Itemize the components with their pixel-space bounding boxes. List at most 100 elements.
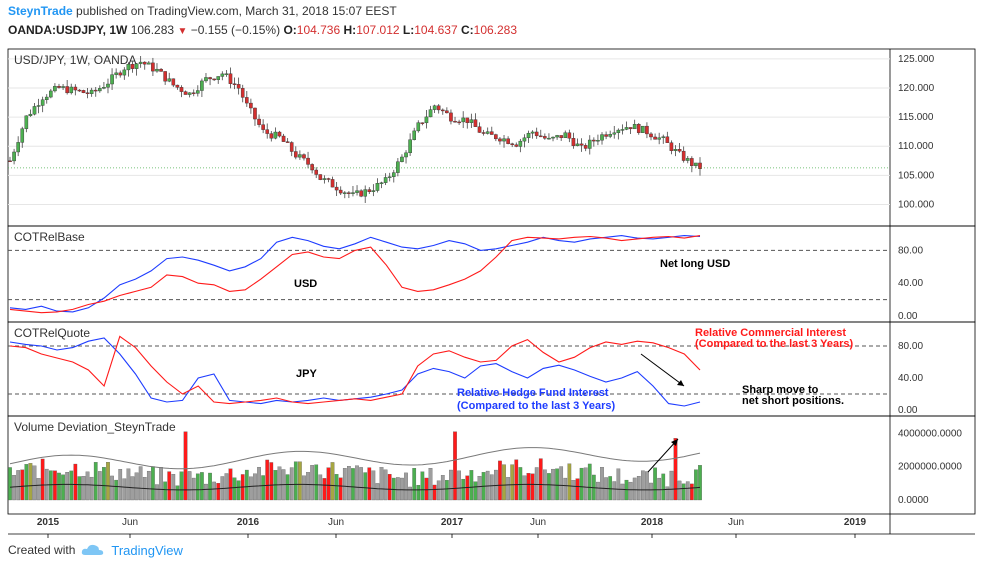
candle-up xyxy=(134,63,139,69)
candle-down xyxy=(212,78,216,81)
candle-down xyxy=(367,189,372,192)
price-tick-label: 110.000 xyxy=(898,141,934,152)
candle-down xyxy=(130,63,135,69)
candle-up xyxy=(563,132,568,139)
candle-up xyxy=(69,86,74,94)
candle-down xyxy=(489,131,494,135)
candle-down xyxy=(142,61,147,65)
candle-down xyxy=(494,134,498,140)
candle-up xyxy=(424,116,429,124)
candle-up xyxy=(673,149,678,151)
candle-down xyxy=(506,138,510,144)
volume-bar xyxy=(445,480,449,501)
candle-up xyxy=(342,192,347,194)
red-series-line xyxy=(9,335,701,405)
tradingview-brand[interactable]: TradingView xyxy=(111,542,183,558)
volume-bar xyxy=(383,469,388,501)
volume-bar xyxy=(200,472,204,501)
candle-up xyxy=(608,134,612,137)
candle-down xyxy=(681,150,686,161)
chart-header: SteynTrade published on TradingView.com,… xyxy=(0,0,981,44)
candle-down xyxy=(698,162,702,169)
candle-down xyxy=(636,124,641,133)
chart-canvas[interactable]: 125.000 120.000 115.000 110.000 105.000 100.0… xyxy=(0,44,981,538)
volume-bar xyxy=(469,470,474,501)
volume-bar xyxy=(587,463,592,501)
candle-down xyxy=(318,174,323,180)
candle-down xyxy=(151,62,155,72)
volume-bar xyxy=(681,483,686,501)
candle-down xyxy=(208,77,212,80)
volume-bar xyxy=(102,467,106,501)
volume-bar xyxy=(694,469,698,501)
volume-bar xyxy=(575,478,580,501)
volume-bar xyxy=(498,460,502,501)
main-pane-title: USD/JPY, 1W, OANDA xyxy=(14,53,136,67)
candle-up xyxy=(351,192,355,194)
published-text: published on TradingView.com, March 31, … xyxy=(76,4,397,18)
candle-down xyxy=(579,143,584,146)
commercial-interest-sub: (Compared to the last 3 Years) xyxy=(695,338,853,350)
last-price: 106.283 xyxy=(130,23,175,37)
candle-up xyxy=(24,115,29,129)
down-arrow-icon: ▼ xyxy=(177,26,188,37)
volume-bar xyxy=(640,470,645,501)
volume-bar xyxy=(453,431,457,501)
volume-bar xyxy=(285,474,290,501)
author-link[interactable]: SteynTrade xyxy=(8,4,73,18)
sharp-move-arrow xyxy=(640,353,685,387)
volume-bar xyxy=(502,464,506,501)
candle-down xyxy=(253,107,257,120)
volume-bar xyxy=(298,461,302,501)
symbol-label: OANDA:USDJPY, 1W xyxy=(8,23,128,37)
pane-2-title: COTRelQuote xyxy=(14,326,90,340)
time-tick-label: 2019 xyxy=(844,517,867,528)
candle-up xyxy=(408,139,412,154)
time-tick-label: 2017 xyxy=(441,517,464,528)
candle-up xyxy=(530,131,535,134)
volume-bar xyxy=(48,470,53,501)
sharp-move-label: Sharp move to xyxy=(742,384,819,396)
volume-bar xyxy=(669,470,674,501)
volume-bar xyxy=(379,467,384,501)
volume-bar xyxy=(530,473,535,501)
candle-up xyxy=(518,140,523,147)
candle-up xyxy=(616,129,621,134)
volume-bar xyxy=(306,472,310,501)
volume-bar xyxy=(522,475,527,501)
candle-up xyxy=(387,176,392,178)
candle-up xyxy=(391,172,396,177)
volume-bar xyxy=(322,478,327,501)
volume-bar xyxy=(677,480,682,501)
candle-down xyxy=(240,88,245,98)
volume-bar xyxy=(228,468,233,501)
volume-bar xyxy=(534,467,539,501)
volume-bar xyxy=(318,474,323,501)
volume-bar xyxy=(89,476,94,501)
volume-bar xyxy=(212,481,216,501)
candle-up xyxy=(379,182,384,184)
volume-bar xyxy=(73,463,78,501)
candle-down xyxy=(245,97,249,104)
volume-bar xyxy=(224,473,229,501)
indicator-tick-label: 40.00 xyxy=(898,373,923,384)
volume-bar xyxy=(461,478,466,501)
candle-down xyxy=(571,138,576,147)
pane-1-title: COTRelBase xyxy=(14,230,85,244)
candle-down xyxy=(334,186,339,191)
candle-down xyxy=(677,149,682,152)
volume-bar xyxy=(473,481,478,501)
candle-down xyxy=(645,125,649,135)
volume-bar xyxy=(428,468,433,501)
candle-down xyxy=(436,105,441,111)
volume-bar xyxy=(457,470,461,501)
volume-bar xyxy=(253,473,257,501)
candle-down xyxy=(538,135,543,138)
pane-3-frame xyxy=(7,415,976,515)
candle-up xyxy=(469,119,474,123)
candle-down xyxy=(191,92,196,94)
candle-up xyxy=(204,77,208,82)
volume-bar xyxy=(110,475,114,501)
candle-up xyxy=(587,139,592,149)
candle-up xyxy=(44,96,49,101)
